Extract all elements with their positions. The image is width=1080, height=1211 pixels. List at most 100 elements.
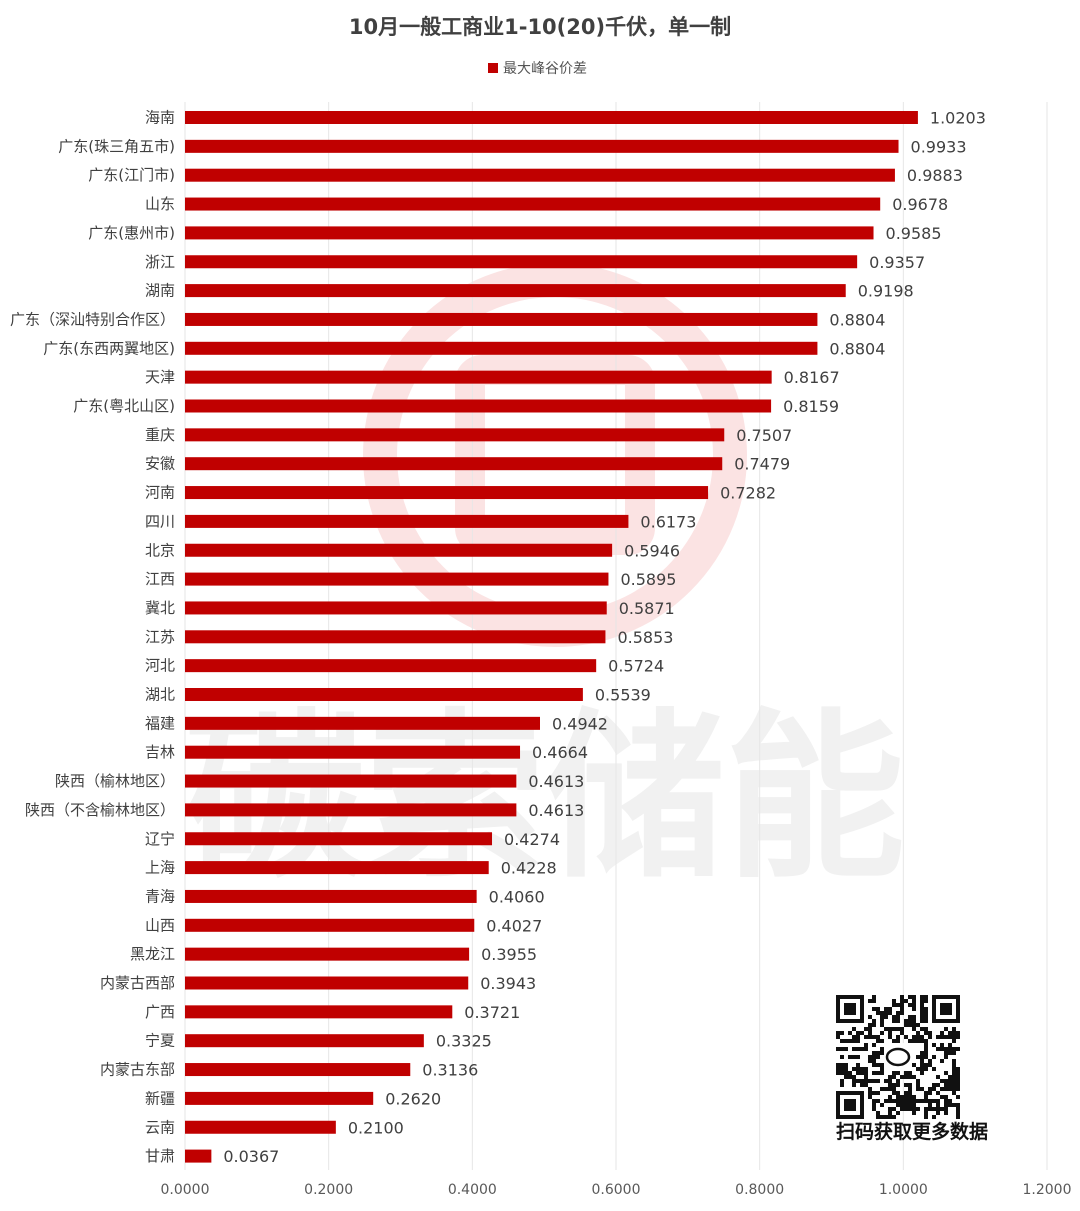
bar bbox=[185, 1034, 424, 1048]
category-label: 广西 bbox=[145, 1003, 175, 1021]
bar bbox=[185, 399, 772, 413]
data-label: 0.3955 bbox=[481, 945, 537, 964]
x-tick-label: 0.4000 bbox=[448, 1182, 497, 1198]
data-label: 0.5946 bbox=[624, 541, 680, 560]
data-label: 0.5895 bbox=[620, 570, 676, 589]
bar bbox=[185, 688, 583, 701]
x-tick-label: 1.0000 bbox=[879, 1182, 928, 1198]
bar bbox=[185, 745, 521, 759]
category-label: 福建 bbox=[145, 714, 175, 732]
data-label: 0.4613 bbox=[528, 801, 584, 820]
bar bbox=[185, 226, 874, 240]
qr-block: 扫码获取更多数据 bbox=[836, 995, 988, 1143]
category-label: 广东(江门市) bbox=[88, 166, 175, 184]
bar bbox=[185, 1091, 374, 1105]
category-label: 山西 bbox=[145, 916, 175, 934]
data-label: 0.2620 bbox=[385, 1089, 441, 1108]
data-label: 0.3325 bbox=[436, 1032, 492, 1051]
data-label: 0.7282 bbox=[720, 484, 776, 503]
category-label: 江苏 bbox=[145, 628, 175, 646]
category-label: 新疆 bbox=[145, 1089, 175, 1107]
bar bbox=[185, 861, 489, 875]
category-label: 广东（深汕特别合作区） bbox=[10, 310, 175, 328]
category-label: 江西 bbox=[145, 570, 175, 588]
x-tick-label: 0.6000 bbox=[592, 1182, 641, 1198]
category-label: 冀北 bbox=[145, 599, 175, 617]
category-label: 黑龙江 bbox=[130, 945, 175, 963]
data-label: 0.6173 bbox=[640, 512, 696, 531]
bar bbox=[185, 572, 609, 586]
category-label: 四川 bbox=[145, 512, 175, 530]
data-label: 0.8804 bbox=[829, 339, 885, 358]
category-label: 陕西（榆林地区） bbox=[55, 772, 175, 790]
category-label: 甘肃 bbox=[145, 1147, 175, 1165]
bar bbox=[185, 111, 918, 124]
qr-caption: 扫码获取更多数据 bbox=[836, 1120, 988, 1143]
data-label: 0.3721 bbox=[464, 1003, 520, 1022]
bar bbox=[185, 312, 818, 326]
data-label: 0.4274 bbox=[504, 830, 560, 849]
data-label: 0.4664 bbox=[532, 743, 588, 762]
category-label: 河南 bbox=[145, 484, 175, 502]
category-label: 辽宁 bbox=[145, 830, 175, 848]
category-label: 宁夏 bbox=[145, 1032, 175, 1050]
bar bbox=[185, 832, 493, 846]
data-label: 0.5539 bbox=[595, 686, 651, 705]
data-label: 0.9585 bbox=[886, 224, 942, 243]
category-label: 广东(珠三角五市) bbox=[58, 137, 175, 155]
chart-title: 10月一般工商业1-10(20)千伏，单一制 bbox=[349, 15, 731, 39]
category-label: 湖北 bbox=[145, 686, 175, 704]
bar bbox=[185, 976, 469, 990]
data-label: 0.5853 bbox=[617, 628, 673, 647]
category-label: 浙江 bbox=[145, 253, 175, 271]
x-tick-label: 0.8000 bbox=[735, 1182, 784, 1198]
data-label: 0.4228 bbox=[501, 859, 557, 878]
bar bbox=[185, 1120, 336, 1134]
data-label: 0.8167 bbox=[784, 368, 840, 387]
category-label: 内蒙古东部 bbox=[100, 1061, 175, 1079]
category-label: 广东(粤北山区) bbox=[73, 397, 175, 415]
bar bbox=[185, 1063, 411, 1077]
data-label: 0.9678 bbox=[892, 195, 948, 214]
bar bbox=[185, 341, 818, 355]
category-label: 吉林 bbox=[145, 743, 175, 761]
data-label: 0.3943 bbox=[480, 974, 536, 993]
data-label: 0.9198 bbox=[858, 282, 914, 301]
category-label: 海南 bbox=[145, 109, 175, 127]
bar bbox=[185, 486, 709, 500]
data-label: 0.4613 bbox=[528, 772, 584, 791]
bar bbox=[185, 255, 858, 269]
category-label: 北京 bbox=[145, 541, 175, 559]
bar bbox=[185, 889, 477, 903]
bar bbox=[185, 370, 772, 384]
bar bbox=[185, 428, 725, 442]
data-label: 0.9933 bbox=[911, 137, 967, 156]
category-label: 广东(惠州市) bbox=[88, 224, 175, 242]
bar bbox=[185, 803, 517, 817]
bar bbox=[185, 284, 846, 298]
data-label: 0.7507 bbox=[736, 426, 792, 445]
bar bbox=[185, 947, 470, 961]
x-tick-label: 0.0000 bbox=[161, 1182, 210, 1198]
data-label: 0.4942 bbox=[552, 714, 608, 733]
bar bbox=[185, 918, 475, 932]
category-label: 重庆 bbox=[145, 426, 175, 444]
bar bbox=[185, 1149, 212, 1163]
bar bbox=[185, 774, 517, 788]
bar bbox=[185, 514, 629, 528]
legend-label: 最大峰谷价差 bbox=[503, 61, 587, 77]
category-label: 陕西（不含榆林地区） bbox=[25, 801, 175, 819]
category-label: 上海 bbox=[145, 859, 175, 877]
category-label: 云南 bbox=[145, 1118, 175, 1136]
data-label: 0.5871 bbox=[619, 599, 675, 618]
brand-logo-icon bbox=[363, 263, 747, 647]
qr-code-icon bbox=[836, 995, 960, 1119]
x-axis-labels: 0.0000 0.2000 0.4000 0.6000 0.8000 1.0000 1.20… bbox=[161, 1182, 1072, 1198]
bar bbox=[185, 139, 899, 153]
data-label: 0.3136 bbox=[422, 1061, 478, 1080]
category-label: 河北 bbox=[145, 657, 175, 675]
data-label: 1.0203 bbox=[930, 109, 986, 128]
data-labels: 1.0203 0.9933 0.9883 0.9678 0.9585 0.9357 0.91… bbox=[223, 109, 986, 1167]
